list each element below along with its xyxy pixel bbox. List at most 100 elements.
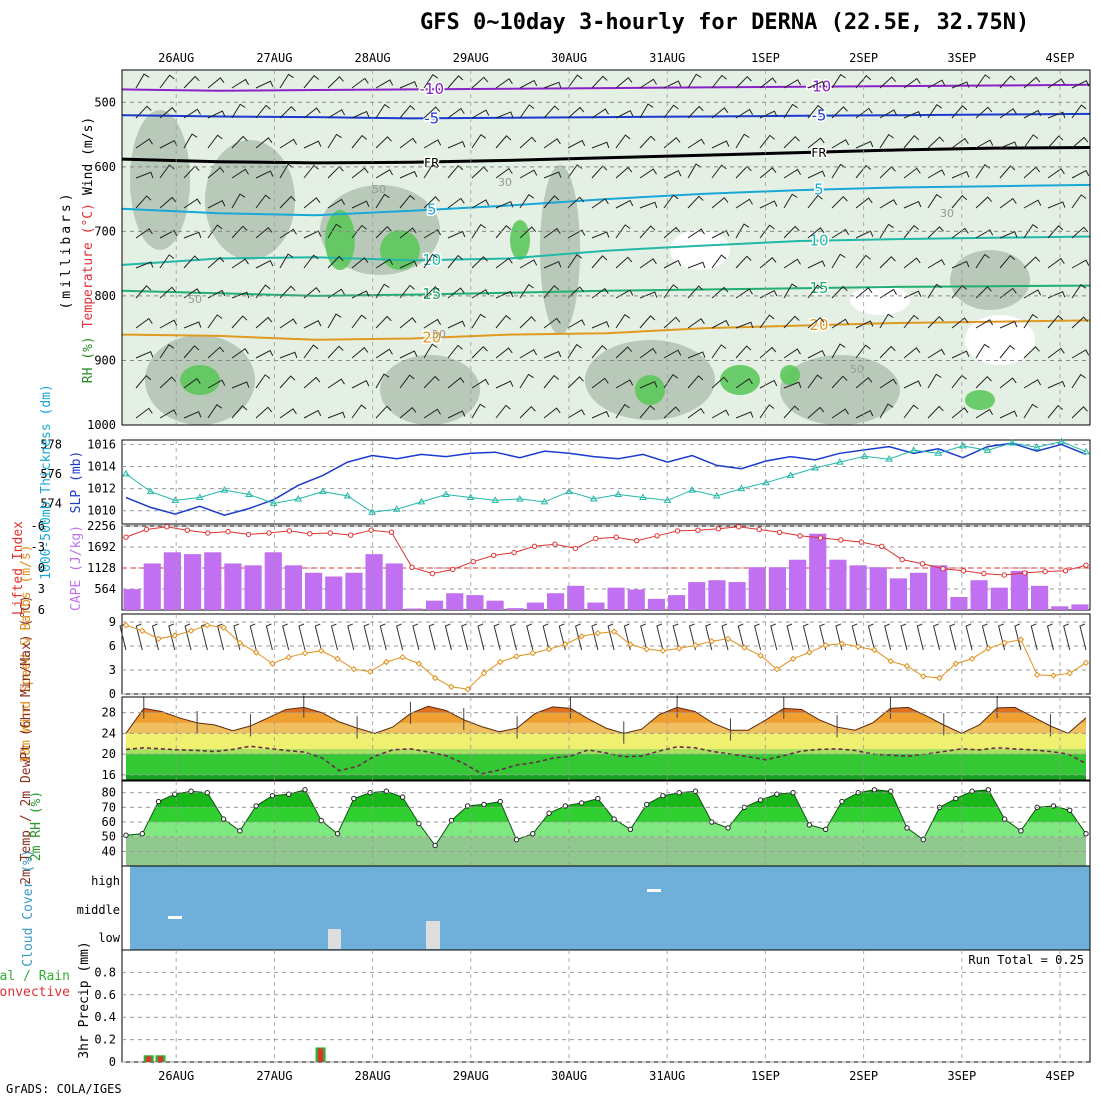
wind-point — [757, 652, 764, 659]
wind-point — [920, 673, 927, 680]
wind-barb — [831, 195, 848, 209]
wind-barb — [495, 111, 514, 119]
wind-barb — [927, 259, 946, 269]
wind-barb — [615, 224, 631, 239]
wind-barb — [663, 349, 682, 359]
thickness-point — [786, 471, 795, 478]
date-label-top: 29AUG — [453, 51, 489, 65]
li-point — [552, 541, 558, 547]
rh-point — [1067, 807, 1073, 814]
wind-barb — [879, 199, 898, 209]
wind-barb — [591, 410, 610, 419]
li-point — [838, 537, 844, 543]
rh-point — [155, 798, 162, 805]
wind-barb — [663, 170, 682, 179]
wind-barb — [615, 134, 631, 149]
wind-barb — [615, 403, 630, 419]
wind-barb — [255, 406, 273, 419]
cape-bar — [345, 572, 363, 610]
wind-barb — [879, 378, 897, 389]
wind-barb — [423, 196, 440, 209]
isotherm-line — [121, 183, 1091, 217]
wind-barb — [447, 377, 465, 389]
wind-barb — [303, 107, 321, 119]
wind-barb — [543, 374, 560, 389]
wind-barb — [903, 314, 919, 329]
wind-barb — [183, 345, 200, 359]
wind-barb — [567, 253, 583, 269]
wind-barb — [1063, 623, 1071, 651]
isotherm-label: 15 — [422, 285, 441, 303]
panel-frame — [121, 949, 1091, 1063]
wind-barb — [207, 256, 225, 269]
wind-barb — [975, 375, 992, 389]
wind-barb — [375, 169, 394, 179]
wind-barb — [615, 379, 634, 389]
wind-barb — [663, 406, 681, 419]
wind-barb — [207, 314, 223, 329]
wind-barb — [303, 409, 322, 419]
wind-point — [676, 645, 683, 652]
wind-barb — [903, 404, 919, 419]
wind-barb — [423, 73, 439, 89]
wind-barb — [735, 255, 752, 269]
wind-barb — [884, 623, 892, 651]
wind-barb — [255, 316, 273, 329]
rh-shading — [780, 355, 900, 425]
wind-barb — [159, 343, 175, 359]
wind-barb — [543, 407, 561, 419]
ylabel-right: SLP (mb) — [69, 451, 84, 514]
wind-barb — [615, 256, 633, 269]
wind-point — [578, 633, 585, 640]
wind-point — [187, 627, 195, 635]
wind-barb — [351, 110, 370, 119]
wind-barb — [447, 410, 466, 419]
wind-point — [350, 665, 358, 673]
wind-barb — [575, 623, 583, 651]
wind-barb — [927, 226, 944, 239]
wind-barb — [327, 411, 346, 419]
thickness-point — [885, 455, 893, 462]
li-point — [919, 561, 926, 567]
date-label-bottom: 3SEP — [947, 1069, 976, 1083]
cape-bar — [910, 572, 928, 610]
dewpoint-line — [125, 745, 1087, 775]
li-point — [511, 549, 517, 556]
wind-point — [529, 649, 536, 657]
wind-barb — [951, 227, 969, 239]
li-point — [1083, 562, 1089, 568]
rh-point — [725, 825, 731, 831]
wind-barb — [184, 623, 192, 651]
wind-barb — [327, 378, 345, 389]
wind-barb — [279, 408, 297, 419]
rh-dry-area — [670, 230, 730, 270]
wind-barb — [721, 623, 729, 651]
ytick-left: 576 — [40, 467, 62, 481]
wind-point — [204, 621, 211, 629]
wind-barb — [759, 346, 777, 359]
wind-barb — [279, 105, 296, 119]
wind-barb — [159, 409, 178, 419]
wind-barb — [591, 321, 610, 329]
rh-point — [530, 831, 536, 837]
wind-barb — [999, 287, 1017, 299]
wind-barb — [399, 317, 417, 329]
thickness-point — [319, 487, 327, 495]
thickness-point — [983, 446, 992, 453]
temp-band — [126, 754, 1086, 775]
thickness-point — [491, 496, 500, 503]
wind-barb — [447, 164, 464, 179]
rh-dry-area — [965, 315, 1035, 365]
wind-barb — [351, 346, 369, 359]
thickness-point — [1008, 438, 1017, 446]
wind-barb — [802, 623, 810, 651]
precip-conv-bar — [157, 1056, 163, 1062]
cape-bar — [446, 593, 464, 610]
ylabel-text: RH (%) Temperature (°C) Wind (m/s) — [81, 117, 96, 383]
rh-point — [643, 801, 650, 808]
wind-barb — [711, 254, 727, 269]
wind-barb — [1047, 347, 1065, 359]
wind-point — [1066, 669, 1073, 677]
wind-barb — [735, 133, 750, 149]
li-point — [879, 543, 885, 549]
